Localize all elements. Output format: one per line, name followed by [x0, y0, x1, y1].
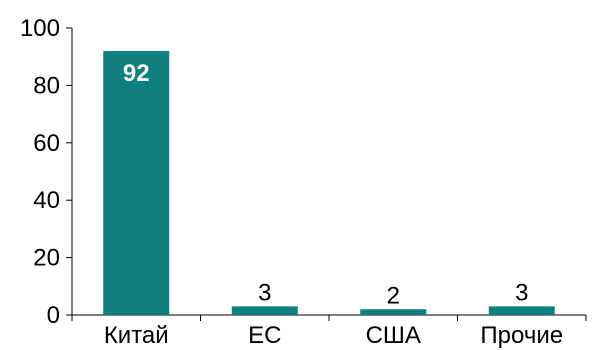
y-tick-label: 20 — [33, 245, 60, 272]
data-label: 92 — [123, 60, 150, 87]
y-tick-label: 60 — [33, 130, 60, 157]
data-label: 2 — [387, 282, 400, 309]
bar-3 — [360, 309, 427, 315]
bar-2 — [231, 306, 298, 315]
y-tick-label: 80 — [33, 72, 60, 99]
y-tick-label: 0 — [47, 302, 60, 329]
data-label: 3 — [515, 279, 528, 306]
y-tick-label: 40 — [33, 187, 60, 214]
x-axis: Китай ЕС США Прочие — [71, 314, 587, 349]
y-tick-label: 100 — [20, 15, 60, 42]
bar-1 — [103, 50, 170, 316]
category-label: ЕС — [248, 322, 281, 349]
category-label: США — [366, 322, 421, 349]
data-label: 3 — [258, 279, 271, 306]
category-label: Прочие — [480, 322, 563, 349]
category-label: Китай — [104, 322, 169, 349]
bars — [103, 50, 555, 316]
data-labels: 92 3 2 3 — [123, 60, 529, 309]
bar-4 — [488, 306, 555, 315]
y-axis: 0 20 40 60 80 100 — [20, 15, 73, 329]
